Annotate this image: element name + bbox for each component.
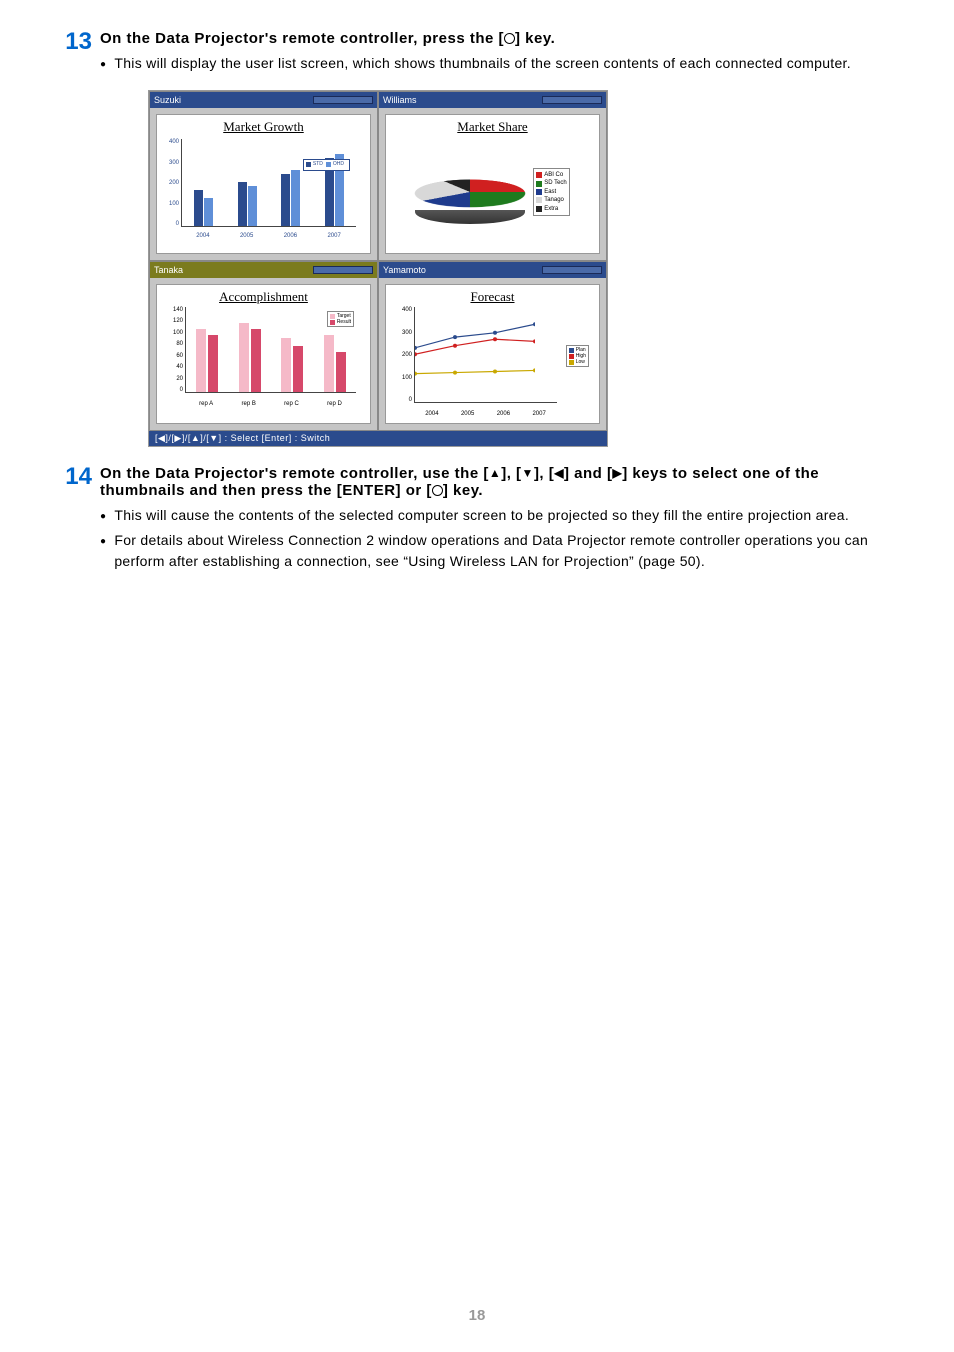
left-arrow-icon: ◀	[554, 466, 564, 480]
thumb-header: Williams	[379, 92, 606, 108]
step-13-title-part2: ] key.	[515, 30, 555, 47]
thumb-body: Market Growth400300200100020042005200620…	[156, 114, 371, 254]
mini-scroll	[542, 266, 602, 274]
thumb-header: Suzuki	[150, 92, 377, 108]
step-14-bullets: This will cause the contents of the sele…	[100, 505, 894, 572]
step-14: 14 On the Data Projector's remote contro…	[60, 465, 894, 576]
page: 13 On the Data Projector's remote contro…	[0, 0, 954, 1352]
projector-status-bar: [◀]/[▶]/[▲]/[▼] : Select [Enter] : Switc…	[149, 431, 607, 446]
chart-title: Forecast	[392, 289, 593, 305]
step-13-content: On the Data Projector's remote controlle…	[100, 30, 894, 78]
bullet-text: For details about Wireless Connection 2 …	[114, 530, 894, 572]
chart-title: Accomplishment	[163, 289, 364, 305]
bullet-item: This will display the user list screen, …	[100, 53, 894, 74]
thumb-cell: Suzuki Market Growth400300200100020042005…	[149, 91, 378, 261]
thumb-user: Suzuki	[154, 95, 181, 105]
step-number-13: 13	[60, 30, 100, 54]
circle-key-icon	[432, 485, 443, 496]
thumb-user: Tanaka	[154, 265, 183, 275]
chart-title: Market Growth	[163, 119, 364, 135]
mini-scroll	[313, 266, 373, 274]
thumb-header: Yamamoto	[379, 262, 606, 278]
thumb-cell: Tanaka Accomplishment140120100806040200re…	[149, 261, 378, 431]
t14-b: ], [	[501, 465, 521, 482]
step-13-title-part1: On the Data Projector's remote controlle…	[100, 30, 504, 47]
bullet-item: This will cause the contents of the sele…	[100, 505, 894, 526]
right-arrow-icon: ▶	[613, 466, 623, 480]
step-13-bullets: This will display the user list screen, …	[100, 53, 894, 74]
step-14-content: On the Data Projector's remote controlle…	[100, 465, 894, 576]
step-number-14: 14	[60, 465, 100, 489]
thumb-header: Tanaka	[150, 262, 377, 278]
page-number: 18	[0, 1307, 954, 1324]
t14-a: On the Data Projector's remote controlle…	[100, 465, 489, 482]
thumbs-grid: Suzuki Market Growth400300200100020042005…	[149, 91, 607, 431]
up-arrow-icon: ▲	[489, 466, 501, 480]
step-13: 13 On the Data Projector's remote contro…	[60, 30, 894, 78]
thumb-body: Market ShareABI CoSD TechEastTanagoExtra	[385, 114, 600, 254]
down-arrow-icon: ▼	[522, 466, 534, 480]
t14-c: ], [	[534, 465, 554, 482]
bullet-item: For details about Wireless Connection 2 …	[100, 530, 894, 572]
chart-title: Market Share	[392, 119, 593, 135]
thumb-cell: Williams Market ShareABI CoSD TechEastTan…	[378, 91, 607, 261]
user-list-screenshot: Suzuki Market Growth400300200100020042005…	[148, 90, 608, 447]
t14-d: ] and [	[564, 465, 613, 482]
thumb-cell: Yamamoto Forecast400300200100020042005200…	[378, 261, 607, 431]
step-14-title: On the Data Projector's remote controlle…	[100, 465, 894, 499]
mini-scroll	[542, 96, 602, 104]
circle-key-icon	[504, 33, 515, 44]
thumb-user: Yamamoto	[383, 265, 426, 275]
t14-f: ] key.	[443, 482, 483, 499]
thumb-body: Forecast40030020010002004200520062007Pla…	[385, 284, 600, 424]
step-13-title: On the Data Projector's remote controlle…	[100, 30, 894, 47]
bullet-text: This will display the user list screen, …	[114, 53, 851, 74]
bullet-text: This will cause the contents of the sele…	[114, 505, 849, 526]
thumb-body: Accomplishment140120100806040200rep Arep…	[156, 284, 371, 424]
thumb-user: Williams	[383, 95, 417, 105]
mini-scroll	[313, 96, 373, 104]
